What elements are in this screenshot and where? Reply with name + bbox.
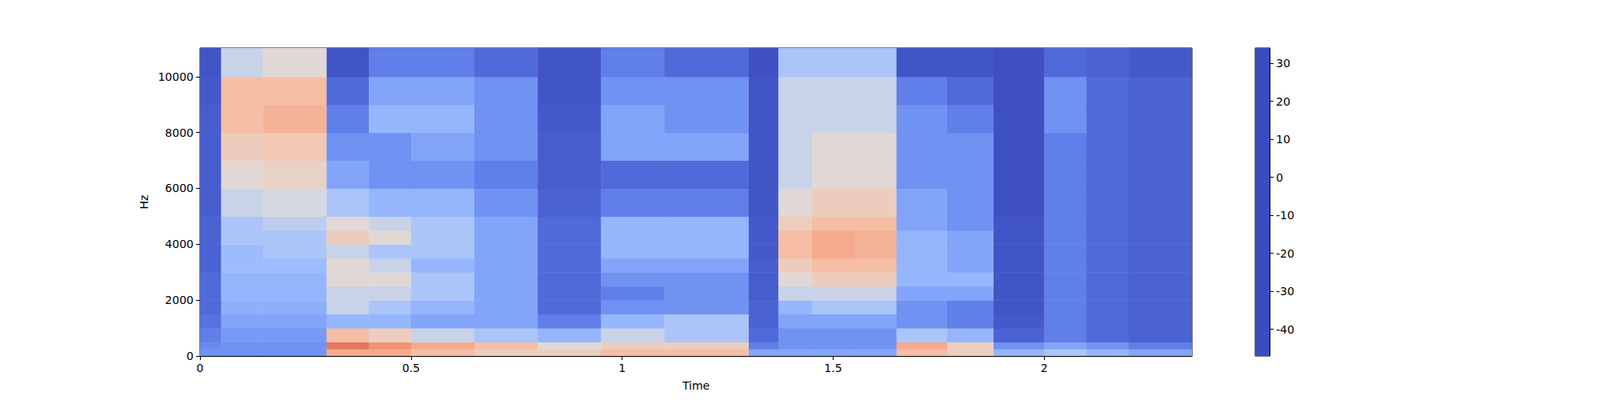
svg-text:4000: 4000 bbox=[164, 237, 194, 251]
svg-text:8000: 8000 bbox=[164, 126, 194, 140]
svg-text:2: 2 bbox=[1040, 361, 1048, 375]
svg-text:10000: 10000 bbox=[157, 70, 194, 84]
svg-text:-10: -10 bbox=[1276, 208, 1295, 222]
svg-text:-30: -30 bbox=[1276, 284, 1295, 298]
svg-text:1.5: 1.5 bbox=[824, 361, 842, 375]
svg-text:Time: Time bbox=[681, 379, 710, 392]
svg-text:-40: -40 bbox=[1276, 323, 1295, 336]
svg-text:-20: -20 bbox=[1276, 247, 1295, 260]
svg-text:0: 0 bbox=[1276, 171, 1284, 184]
svg-text:30: 30 bbox=[1276, 56, 1291, 70]
svg-text:0: 0 bbox=[186, 349, 194, 363]
svg-text:20: 20 bbox=[1276, 95, 1291, 108]
svg-text:1: 1 bbox=[618, 361, 626, 375]
svg-text:2000: 2000 bbox=[164, 293, 194, 307]
svg-text:10: 10 bbox=[1276, 132, 1291, 146]
svg-text:6000: 6000 bbox=[164, 181, 194, 195]
svg-text:0.5: 0.5 bbox=[402, 361, 420, 375]
svg-text:0: 0 bbox=[196, 361, 204, 375]
svg-text:Hz: Hz bbox=[137, 195, 151, 210]
